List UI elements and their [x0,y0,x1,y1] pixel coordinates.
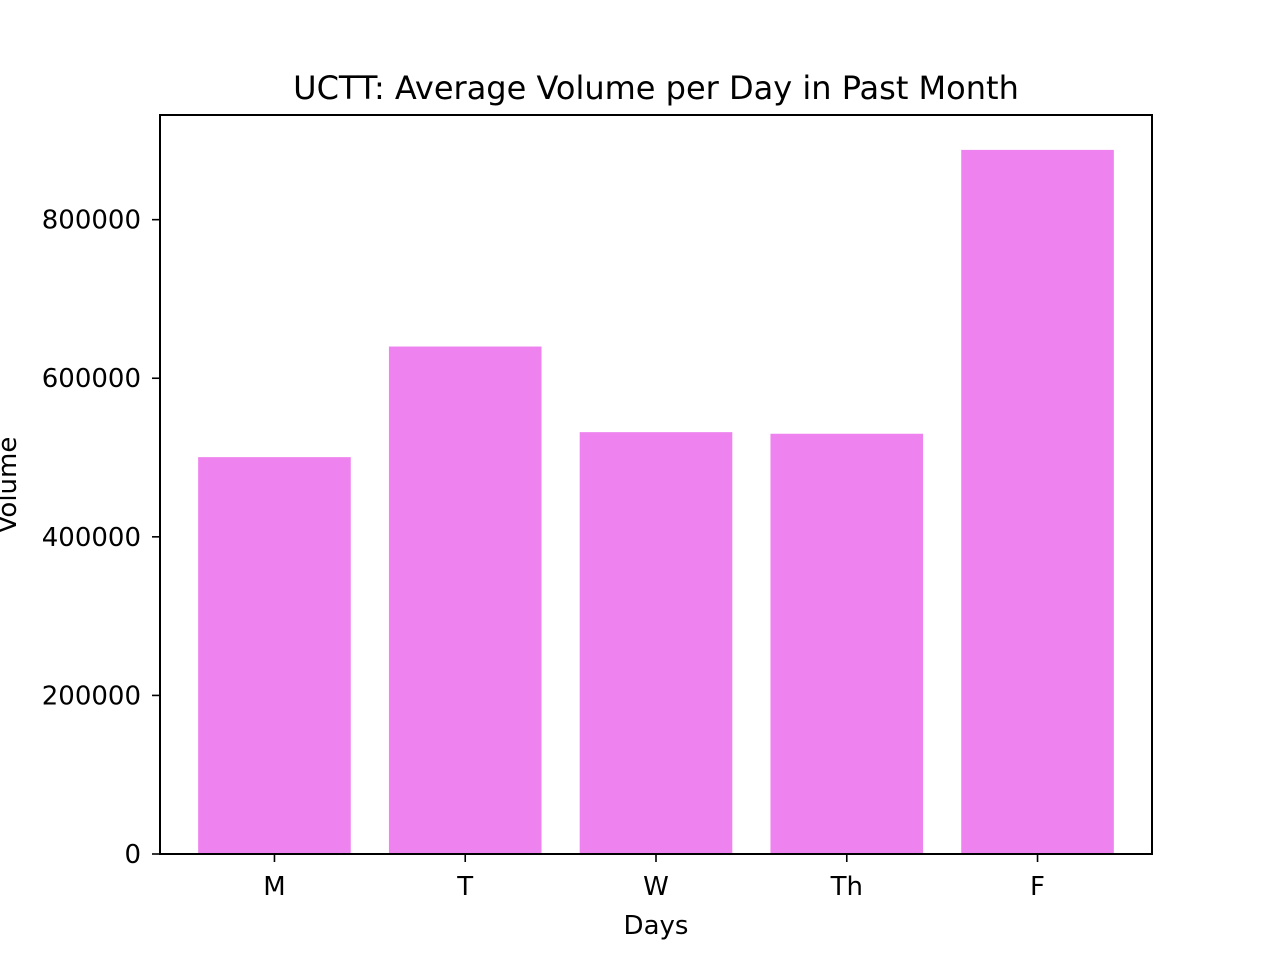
x-axis-ticks: M T W Th F [263,854,1045,902]
bar-f [961,149,1114,854]
y-tick-label: 600000 [42,364,141,394]
bar-m [198,457,351,854]
x-axis-label: Days [624,911,689,941]
bar-t [388,346,542,854]
y-axis-ticks: 0 200000 400000 600000 800000 [42,206,160,870]
y-tick-label: 400000 [42,523,141,553]
bar-th [770,433,924,854]
x-tick-label: F [1030,872,1045,902]
y-axis-label: Volume [0,437,23,534]
chart-title: UCTT: Average Volume per Day in Past Mon… [293,69,1019,107]
y-tick-label: 200000 [42,681,141,711]
x-tick-label: T [456,872,473,902]
x-tick-label: M [263,872,285,902]
plot-frame [159,114,1153,855]
x-tick-label: Th [830,872,863,902]
x-tick-label: W [643,872,669,902]
y-tick-label: 800000 [42,206,141,236]
bars-group [198,149,1114,854]
bar-w [579,432,733,854]
y-tick-label: 0 [124,840,141,870]
